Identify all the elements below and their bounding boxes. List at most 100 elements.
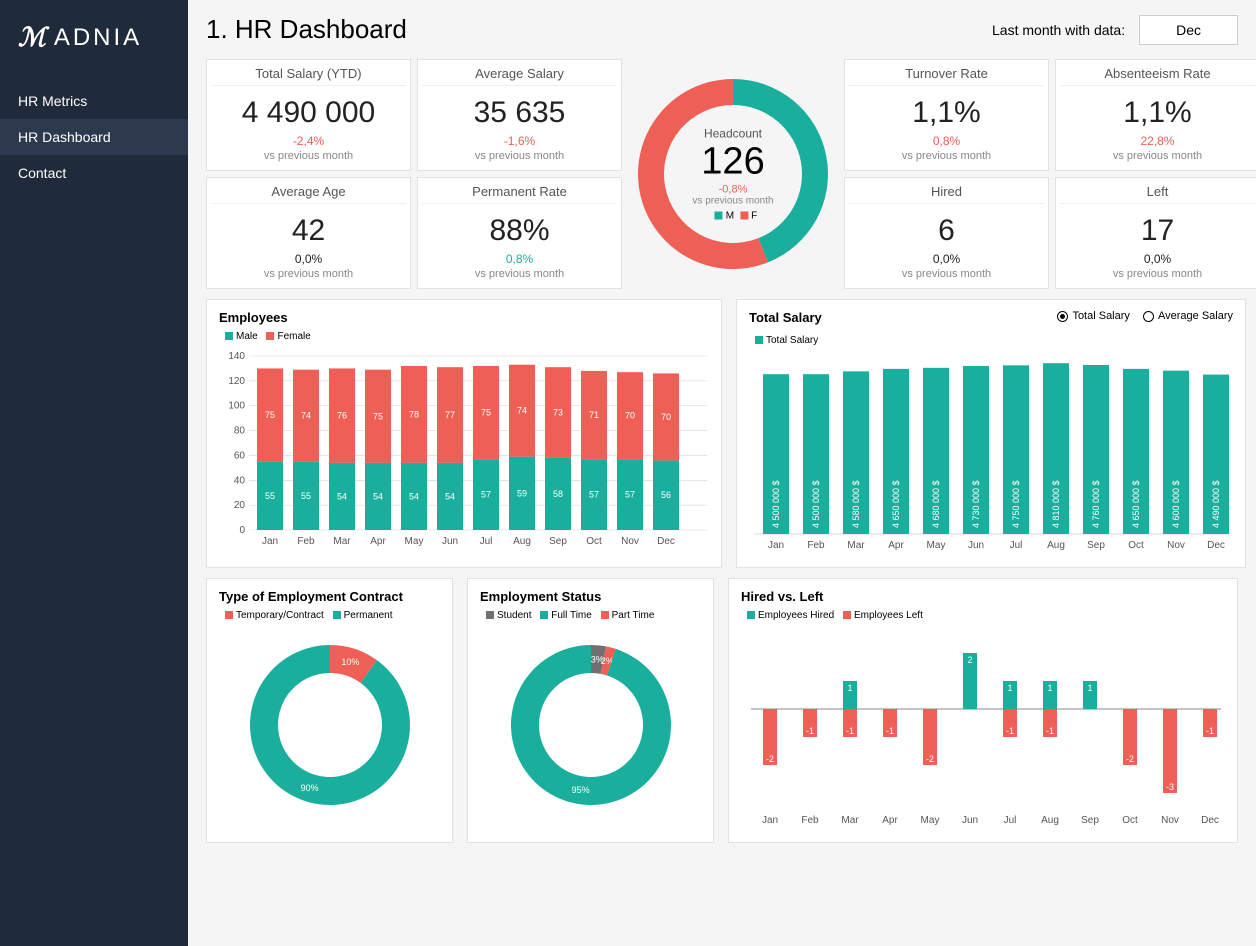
headcount-label: Headcount: [692, 127, 773, 141]
legend-label-perm: Permanent: [344, 610, 393, 621]
svg-text:54: 54: [337, 491, 347, 501]
kpi-delta: 0,0%: [1060, 252, 1255, 266]
svg-text:Oct: Oct: [586, 536, 602, 547]
kpi-turnover-rate: Turnover Rate1,1%0,8%vs previous month: [844, 59, 1049, 171]
svg-text:1: 1: [1007, 683, 1012, 693]
svg-text:95%: 95%: [571, 785, 589, 795]
kpi-subtext: vs previous month: [1060, 268, 1255, 280]
total-salary-chart: 4 500 000 $Jan4 500 000 $Feb4 580 000 $M…: [749, 354, 1235, 554]
radio-dot-icon: [1143, 311, 1154, 322]
svg-text:59: 59: [517, 488, 527, 498]
svg-text:Jun: Jun: [962, 815, 978, 826]
legend-label-male: Male: [236, 331, 258, 342]
svg-text:Oct: Oct: [1128, 540, 1144, 551]
headcount-delta: -0,8%: [692, 184, 773, 196]
status-donut-chart: 3%2%95%: [491, 629, 691, 829]
svg-text:Mar: Mar: [333, 536, 351, 547]
sidebar: ℳ ADNIA HR MetricsHR DashboardContact: [0, 0, 188, 946]
sidebar-item-hr-metrics[interactable]: HR Metrics: [0, 83, 188, 119]
kpi-delta: 0,0%: [849, 252, 1044, 266]
radio-average-salary[interactable]: Average Salary: [1143, 310, 1233, 322]
svg-text:-1: -1: [846, 726, 854, 736]
svg-text:-2: -2: [1126, 754, 1134, 764]
radio-total-salary[interactable]: Total Salary: [1057, 310, 1129, 322]
kpi-hired: Hired60,0%vs previous month: [844, 177, 1049, 289]
kpi-title: Average Salary: [422, 66, 617, 86]
svg-text:2: 2: [967, 655, 972, 665]
svg-text:Jul: Jul: [480, 536, 493, 547]
kpi-subtext: vs previous month: [211, 268, 406, 280]
legend-label-temp: Temporary/Contract: [236, 610, 324, 621]
svg-text:Sep: Sep: [1081, 815, 1099, 826]
employees-chart-legend: Male Female: [219, 331, 709, 342]
kpi-total-salary: Total Salary (YTD)4 490 000-2,4%vs previ…: [206, 59, 411, 171]
legend-swatch-temp: [225, 611, 233, 619]
employees-chart: 0204060801001201405575Jan5574Feb5476Mar5…: [219, 350, 711, 550]
svg-text:57: 57: [481, 490, 491, 500]
kpi-title: Average Age: [211, 184, 406, 204]
svg-text:Nov: Nov: [1161, 815, 1179, 826]
svg-text:55: 55: [301, 491, 311, 501]
svg-text:4 500 000 $: 4 500 000 $: [811, 480, 821, 528]
kpi-title: Hired: [849, 184, 1044, 204]
svg-text:Jan: Jan: [768, 540, 784, 551]
kpi-value: 35 635: [422, 96, 617, 130]
kpi-delta: 0,0%: [211, 252, 406, 266]
svg-text:Oct: Oct: [1122, 815, 1138, 826]
svg-text:57: 57: [589, 490, 599, 500]
svg-text:Apr: Apr: [888, 540, 904, 551]
total-salary-legend: Total Salary: [749, 331, 1233, 346]
kpi-value: 6: [849, 214, 1044, 248]
legend-label-left: Employees Left: [854, 610, 923, 621]
main: 1. HR Dashboard Last month with data: De…: [188, 0, 1256, 946]
legend-swatch-hired: [747, 611, 755, 619]
svg-text:10%: 10%: [341, 657, 359, 667]
kpi-permanent-rate: Permanent Rate88%0,8%vs previous month: [417, 177, 622, 289]
svg-text:4 760 000 $: 4 760 000 $: [1091, 480, 1101, 528]
brand-name: ADNIA: [54, 24, 142, 52]
kpi-title: Absenteeism Rate: [1060, 66, 1255, 86]
headcount-value: 126: [692, 141, 773, 184]
header: 1. HR Dashboard Last month with data: De…: [206, 14, 1238, 45]
sidebar-item-contact[interactable]: Contact: [0, 155, 188, 191]
svg-text:56: 56: [661, 490, 671, 500]
contract-chart-panel: Type of Employment Contract Temporary/Co…: [206, 578, 453, 843]
svg-text:Dec: Dec: [1207, 540, 1225, 551]
svg-text:Mar: Mar: [841, 815, 859, 826]
svg-text:Jan: Jan: [262, 536, 278, 547]
svg-text:54: 54: [373, 491, 383, 501]
svg-text:Feb: Feb: [807, 540, 825, 551]
kpi-value: 17: [1060, 214, 1255, 248]
kpi-value: 4 490 000: [211, 96, 406, 130]
svg-text:Dec: Dec: [657, 536, 675, 547]
svg-text:Mar: Mar: [847, 540, 865, 551]
svg-text:60: 60: [234, 450, 246, 461]
kpi-subtext: vs previous month: [422, 150, 617, 162]
kpi-subtext: vs previous month: [1060, 150, 1255, 162]
svg-text:74: 74: [517, 406, 527, 416]
month-filter: Last month with data: Dec: [992, 15, 1238, 45]
kpi-subtext: vs previous month: [849, 150, 1044, 162]
svg-text:4 650 000 $: 4 650 000 $: [891, 480, 901, 528]
svg-text:Aug: Aug: [1047, 540, 1065, 551]
svg-text:4 750 000 $: 4 750 000 $: [1011, 480, 1021, 528]
kpi-delta: -1,6%: [422, 134, 617, 148]
kpi-delta: -2,4%: [211, 134, 406, 148]
svg-text:-1: -1: [1006, 726, 1014, 736]
legend-swatch-part: [601, 611, 609, 619]
svg-text:4 730 000 $: 4 730 000 $: [971, 480, 981, 528]
sidebar-item-hr-dashboard[interactable]: HR Dashboard: [0, 119, 188, 155]
svg-text:Jul: Jul: [1004, 815, 1017, 826]
svg-text:40: 40: [234, 475, 246, 486]
month-select[interactable]: Dec: [1139, 15, 1238, 45]
svg-text:73: 73: [553, 408, 563, 418]
kpi-delta: 0,8%: [849, 134, 1044, 148]
svg-text:140: 140: [228, 351, 245, 362]
svg-text:4 680 000 $: 4 680 000 $: [931, 480, 941, 528]
legend-swatch-female: [266, 332, 274, 340]
svg-text:Jun: Jun: [968, 540, 984, 551]
headcount-donut-cell: Headcount126-0,8%vs previous monthMF: [628, 59, 838, 289]
svg-text:-3: -3: [1166, 782, 1174, 792]
legend-swatch-student: [486, 611, 494, 619]
brand-logo: ℳ ADNIA: [0, 0, 188, 83]
